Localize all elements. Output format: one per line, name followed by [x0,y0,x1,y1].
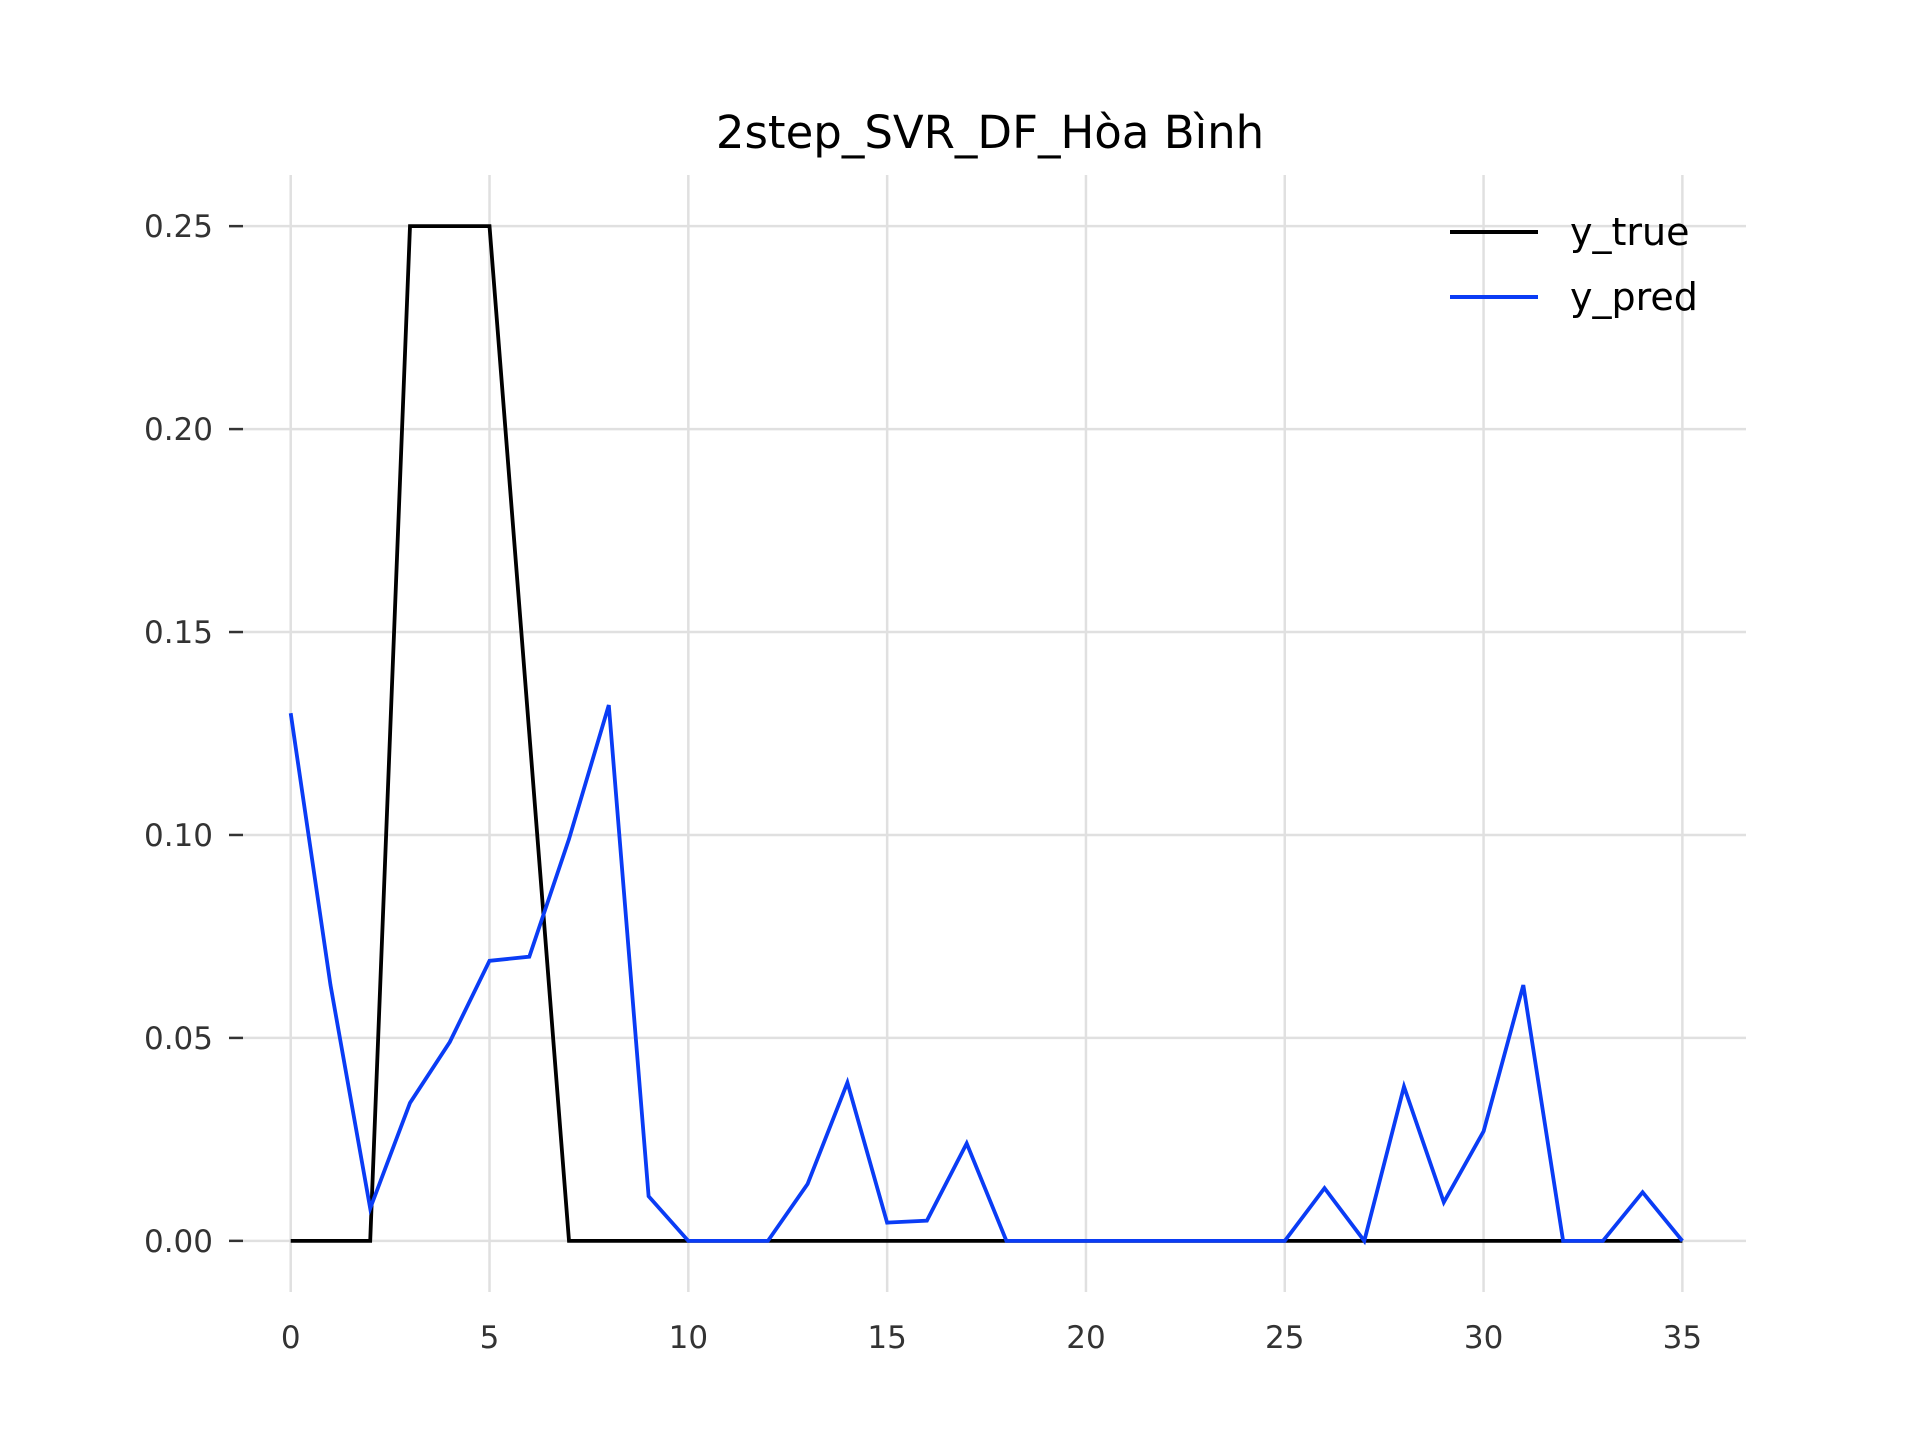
y-tick-label: 0.00 [144,1224,213,1260]
x-tick-label: 25 [1265,1320,1304,1356]
y-tick-label: 0.10 [144,818,213,854]
chart-title: 2step_SVR_DF_Hòa Bình [716,106,1264,159]
series-lines [288,224,1684,1246]
x-tick-label: 0 [281,1320,301,1356]
y-tick-label: 0.15 [144,615,213,651]
grid-lines [243,175,1746,1292]
legend-label-y-true: y_true [1570,210,1689,254]
series-line-y-pred [288,704,1684,1246]
axes: 0 5 10 15 20 25 30 35 0.00 0.05 0.10 0.15 0.20 0.25 [144,209,1702,1356]
y-tick-label: 0.05 [144,1021,213,1057]
legend: y_true y_pred [1450,210,1698,319]
x-tick-label: 35 [1663,1320,1702,1356]
y-tick-label: 0.25 [144,209,213,245]
x-tick-label: 30 [1464,1320,1503,1356]
x-tick-label: 15 [867,1320,906,1356]
legend-label-y-pred: y_pred [1570,275,1698,319]
y-tick-label: 0.20 [144,412,213,448]
x-tick-label: 20 [1066,1320,1105,1356]
x-tick-label: 10 [669,1320,708,1356]
series-line-y-true [290,224,1683,1243]
x-tick-label: 5 [480,1320,500,1356]
